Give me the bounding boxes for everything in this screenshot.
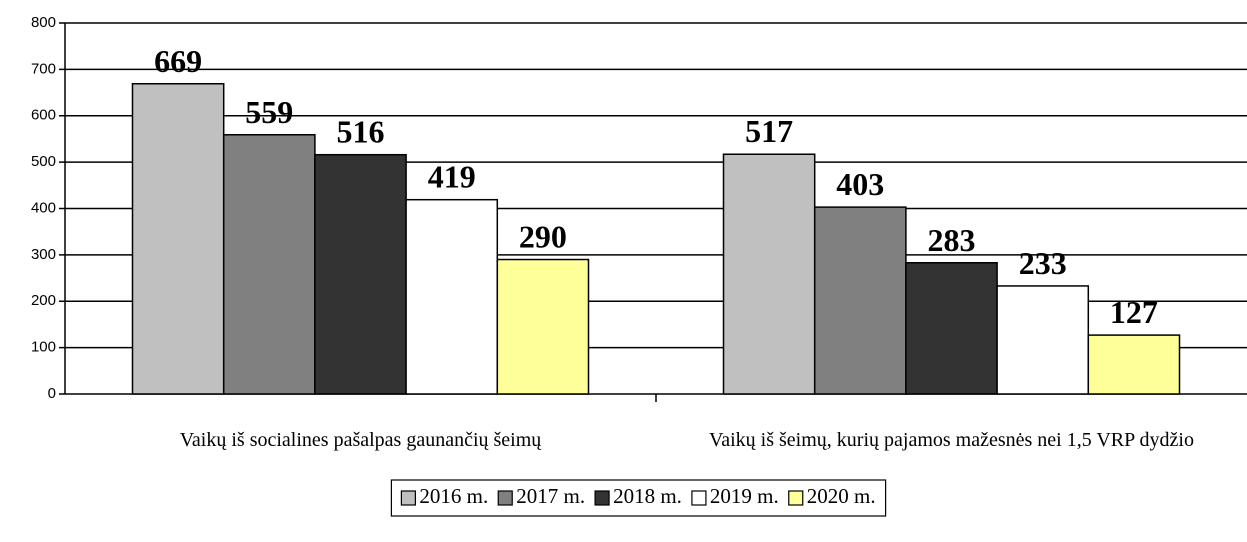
bar <box>496 258 590 395</box>
legend: 2016 m. 2017 m. 2018 m. 2019 m. 2020 m. <box>400 484 876 508</box>
y-tick-label: 600 <box>31 107 56 124</box>
data-label: 233 <box>1019 245 1067 281</box>
data-label: 127 <box>1110 294 1158 330</box>
data-label: 419 <box>428 159 476 195</box>
y-tick-label: 100 <box>31 339 56 356</box>
y-tick-label: 400 <box>31 199 56 216</box>
data-label: 517 <box>745 113 793 149</box>
data-label: 290 <box>519 219 567 255</box>
data-label: 669 <box>154 43 202 79</box>
legend-label: 2018 m. <box>613 484 682 508</box>
y-tick-label: 200 <box>31 292 56 309</box>
legend-label: 2019 m. <box>710 484 779 508</box>
legend-label: 2016 m. <box>419 484 488 508</box>
legend-label: 2017 m. <box>516 484 585 508</box>
data-label: 516 <box>337 114 385 150</box>
legend-swatch <box>594 490 610 506</box>
y-tick-label: 700 <box>31 60 56 77</box>
data-label: 283 <box>928 222 976 258</box>
bar <box>996 285 1090 395</box>
legend-swatch <box>497 490 513 506</box>
y-tick-label: 300 <box>31 246 56 263</box>
bar <box>905 262 998 395</box>
bar <box>813 206 907 395</box>
y-tick-label: 800 <box>31 14 56 31</box>
legend-swatch <box>691 490 707 506</box>
bar <box>722 153 816 395</box>
bar <box>1087 334 1181 395</box>
data-label: 403 <box>836 166 884 202</box>
data-label: 559 <box>245 94 293 130</box>
x-tick-label: Vaikų iš socialines pašalpas gaunančių š… <box>180 429 543 451</box>
y-tick-label: 0 <box>48 385 56 402</box>
legend-swatch <box>788 490 804 506</box>
y-tick-label: 500 <box>31 153 56 170</box>
bar <box>131 83 225 395</box>
legend-label: 2020 m. <box>807 484 876 508</box>
bar <box>405 198 499 395</box>
bar <box>314 153 407 395</box>
legend-box <box>390 479 887 517</box>
bar <box>222 134 316 395</box>
legend-swatch <box>400 490 416 506</box>
x-tick-label: Vaikų iš šeimų, kurių pajamos mažesnės n… <box>709 429 1194 451</box>
